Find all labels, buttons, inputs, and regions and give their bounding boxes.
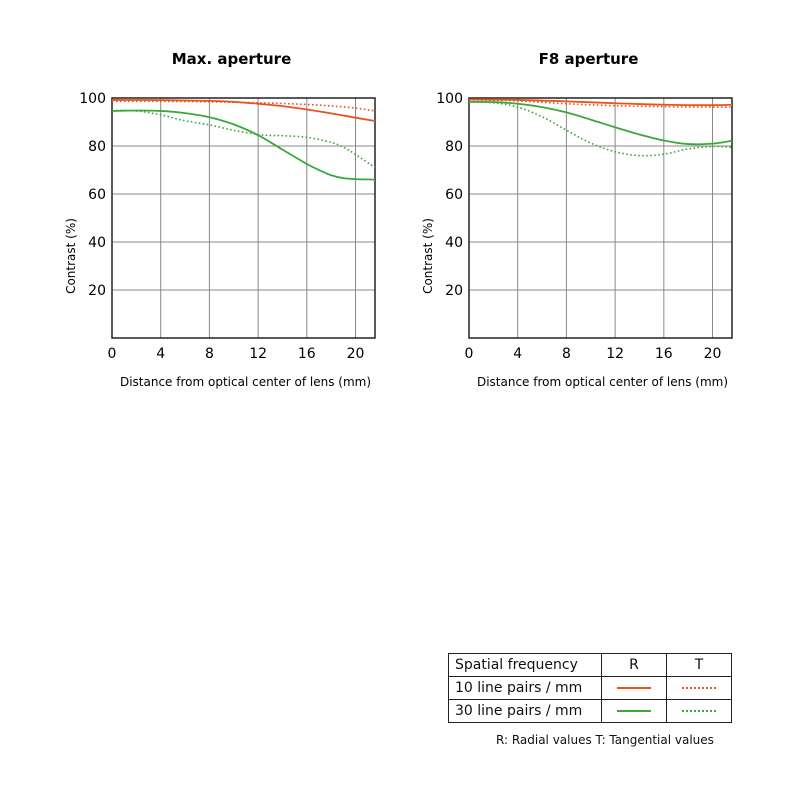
series-line-lp30-t [111,109,376,169]
legend-table: Spatial frequency R T 10 line pairs / mm… [448,653,732,723]
series-line-lp10-r [468,98,733,107]
x-tick-label: 0 [465,346,474,362]
y-tick-label: 20 [445,283,463,299]
legend-header-r: R [601,653,667,677]
x-tick-label: 8 [562,346,571,362]
plot-frame [468,97,733,339]
y-tick-label: 40 [445,235,463,251]
y-tick-label: 60 [88,187,106,203]
x-tick-label: 20 [347,346,365,362]
x-tick-label: 12 [606,346,624,362]
legend-note: R: Radial values T: Tangential values [496,733,714,747]
legend-swatch-30lp-tangential [682,710,716,712]
series-line-lp10-t [468,99,733,108]
chart-svg: F8 aperture 20 40 60 80 100 0 4 8 12 16 20 Distance … [421,50,733,389]
x-tick-label: 20 [704,346,722,362]
legend-header-label: Spatial frequency [448,653,602,677]
legend-row-10lp: 10 line pairs / mm [448,676,732,700]
legend-row-label: 30 line pairs / mm [448,699,602,723]
x-tick-label: 8 [205,346,214,362]
chart-title: Max. aperture [172,50,292,68]
x-tick-label: 12 [249,346,267,362]
plot-frame [111,97,376,339]
y-axis-label: Contrast (%) [421,218,435,294]
x-axis-label: Distance from optical center of lens (mm… [477,375,728,389]
x-tick-label: 16 [655,346,673,362]
mtf-chart-f8-aperture: F8 aperture 20 40 60 80 100 0 4 8 12 16 20 Distance … [417,40,747,400]
chart-title: F8 aperture [539,50,639,68]
x-tick-label: 16 [298,346,316,362]
x-tick-label: 4 [513,346,522,362]
x-tick-label: 0 [108,346,117,362]
x-axis-label: Distance from optical center of lens (mm… [120,375,371,389]
y-tick-label: 80 [88,139,106,155]
series-line-lp30-r [111,109,376,181]
legend-swatch-10lp-radial [617,687,651,689]
y-axis-label: Contrast (%) [64,218,78,294]
legend-header-t: T [666,653,732,677]
x-tick-label: 4 [156,346,165,362]
legend-swatch-10lp-tangential [682,687,716,689]
series-line-lp30-r [468,100,733,146]
chart-svg: Max. aperture 20 40 60 80 100 0 4 8 12 16 20 Distanc… [64,50,376,389]
y-tick-label: 20 [88,283,106,299]
series-line-lp10-t [111,100,376,112]
series-line-lp30-t [468,101,733,157]
legend-swatch-30lp-radial [617,710,651,712]
series-line-lp10-r [111,99,376,122]
mtf-chart-max-aperture: Max. aperture 20 40 60 80 100 0 4 8 12 16 20 Distanc… [60,40,390,400]
legend-row-30lp: 30 line pairs / mm [448,699,732,723]
y-tick-label: 100 [436,91,463,107]
y-tick-label: 80 [445,139,463,155]
legend-header-row: Spatial frequency R T [448,653,732,677]
legend-row-label: 10 line pairs / mm [448,676,602,700]
y-tick-label: 60 [445,187,463,203]
y-tick-label: 100 [79,91,106,107]
y-tick-label: 40 [88,235,106,251]
